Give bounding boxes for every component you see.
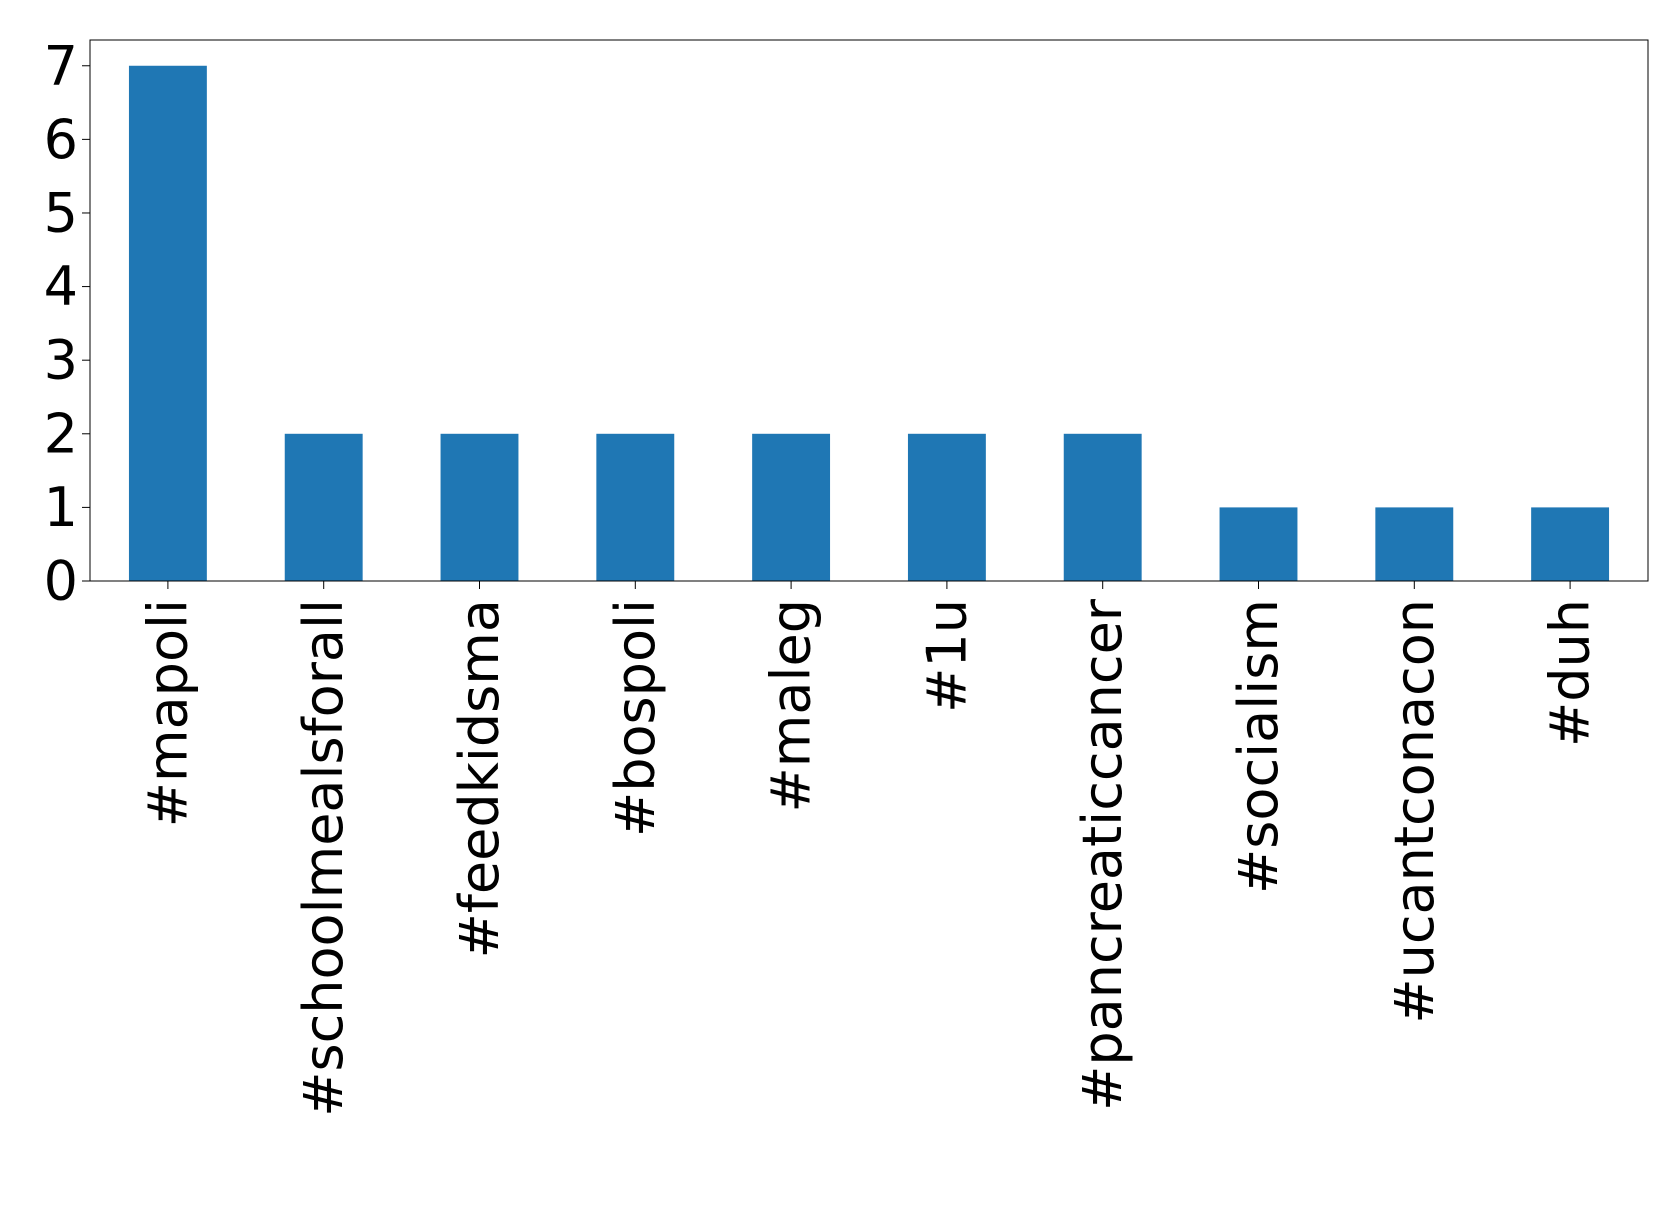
x-tick-label: #mapoli <box>136 599 199 827</box>
plot-frame <box>89 39 1649 582</box>
y-tick-label: 0 <box>44 550 78 613</box>
x-tick-label: #duh <box>1539 599 1602 747</box>
x-tick-label: #bospoli <box>604 599 667 837</box>
y-tick-label: 6 <box>44 108 78 171</box>
bar <box>284 433 363 581</box>
x-tick-label: #socialism <box>1227 599 1290 894</box>
bar <box>1531 507 1610 581</box>
bar <box>1375 507 1454 581</box>
x-tick-label: #schoolmealsforall <box>292 599 355 1117</box>
bar <box>752 433 831 581</box>
bar <box>128 65 207 581</box>
bar <box>1063 433 1142 581</box>
x-tick-label: #pancreaticcancer <box>1071 598 1134 1111</box>
y-tick-label: 2 <box>44 402 78 465</box>
y-tick-label: 1 <box>44 476 78 539</box>
x-tick-label: #feedkidsma <box>448 599 511 958</box>
y-tick-label: 7 <box>44 34 78 97</box>
bar <box>440 433 519 581</box>
x-tick-label: #ucantconacon <box>1383 599 1446 1024</box>
bar <box>1219 507 1298 581</box>
y-tick-label: 3 <box>44 329 78 392</box>
bar <box>907 433 986 581</box>
x-tick-label: #1u <box>915 599 978 713</box>
y-tick-label: 4 <box>44 255 78 318</box>
x-tick-label: #maleg <box>760 599 823 812</box>
y-tick-label: 5 <box>44 181 78 244</box>
bar <box>596 433 675 581</box>
